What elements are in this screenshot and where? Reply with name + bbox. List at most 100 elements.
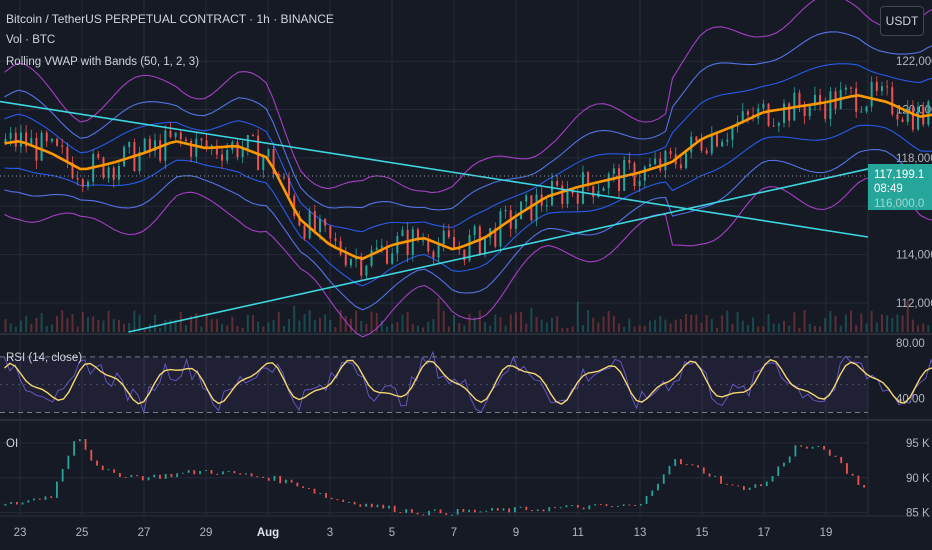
oi-candle <box>262 476 264 478</box>
oi-candle <box>107 469 110 471</box>
volume-bar <box>61 310 64 332</box>
oi-candle <box>101 465 104 471</box>
candle-body <box>535 194 538 221</box>
oi-candle <box>67 455 70 469</box>
vwap-band-line <box>4 63 932 233</box>
volume-bar <box>509 314 512 332</box>
candle-body <box>386 245 389 264</box>
oi-candle <box>445 513 448 515</box>
volume-bar <box>695 314 698 332</box>
candle-body <box>303 225 306 239</box>
candle-body <box>9 132 12 139</box>
candle-body <box>803 107 806 117</box>
volume-bar <box>102 320 105 332</box>
oi-candle <box>576 504 579 508</box>
oi-candle <box>319 493 322 495</box>
candle-body <box>380 245 383 248</box>
candle-body <box>520 201 523 220</box>
trendline-descending <box>0 100 869 238</box>
oi-legend[interactable]: OI <box>6 438 19 450</box>
oi-candle <box>279 475 282 484</box>
candle-body <box>50 138 53 142</box>
vwap-legend[interactable]: Rolling VWAP with Bands (50, 1, 2, 3) <box>6 56 200 68</box>
candle-body <box>550 181 553 206</box>
volume-bar <box>437 298 440 332</box>
covered-price-tick: 116,000.0 <box>874 197 925 210</box>
volume-bar <box>427 321 430 332</box>
oi-candle <box>187 470 190 473</box>
oi-candle <box>250 473 253 477</box>
oi-candle <box>433 509 436 511</box>
candle-body <box>19 132 22 147</box>
volume-bar <box>231 316 234 332</box>
candle-body <box>61 145 64 147</box>
oi-candle <box>817 445 820 447</box>
candle-body <box>45 132 48 142</box>
volume-bar <box>618 323 621 332</box>
oi-candle <box>159 474 161 479</box>
volume-bar <box>236 326 239 332</box>
candle-body <box>808 105 811 117</box>
candle-body <box>844 87 847 90</box>
candle-body <box>891 87 894 115</box>
volume-bar <box>891 317 894 332</box>
volume-bar <box>850 310 853 332</box>
x-tick-label: Aug <box>257 527 279 539</box>
rsi-legend[interactable]: RSI (14, close) <box>6 352 83 364</box>
volume-bar <box>700 322 703 332</box>
candle-body <box>447 230 450 238</box>
volume-bar <box>886 315 889 332</box>
oi-candle <box>754 484 757 488</box>
oi-candle <box>863 484 865 488</box>
candle-body <box>576 193 579 204</box>
volume-bar <box>123 323 126 332</box>
volume-bar <box>391 323 394 332</box>
oi-candle <box>508 508 511 513</box>
oi-candle <box>823 445 825 450</box>
oi-candle <box>33 498 35 501</box>
volume-legend[interactable]: Vol · BTC <box>6 34 56 46</box>
volume-bar <box>257 321 260 332</box>
oi-candle <box>805 446 808 449</box>
volume-bar <box>375 313 378 332</box>
oi-candle <box>370 503 373 508</box>
volume-bar <box>793 312 796 332</box>
oi-candle <box>834 455 837 457</box>
oi-candle <box>164 474 167 479</box>
volume-bar <box>432 319 435 332</box>
volume-bar <box>875 322 878 332</box>
oi-candle <box>56 481 58 498</box>
currency-button[interactable]: USDT <box>880 6 924 36</box>
oi-candle <box>15 502 18 505</box>
oi-candle <box>4 503 7 506</box>
candle-body <box>906 107 909 122</box>
countdown-timer: 08:49 <box>874 183 903 196</box>
volume-bar <box>246 314 249 332</box>
candle-body <box>927 101 930 125</box>
volume-bar <box>525 323 528 332</box>
oi-candle <box>44 496 47 500</box>
oi-candle <box>296 482 299 487</box>
oi-candle <box>388 505 390 509</box>
candle-body <box>288 177 291 196</box>
candle-body <box>581 172 584 204</box>
volume-bar <box>133 310 136 332</box>
oi-candle <box>336 499 339 501</box>
oi-candle <box>347 501 350 503</box>
volume-bar <box>45 325 48 332</box>
volume-bar <box>581 324 584 332</box>
candle-body <box>200 138 203 141</box>
oi-candle <box>136 475 138 477</box>
oi-candle <box>244 473 247 475</box>
volume-bar <box>308 310 311 332</box>
candle-body <box>221 154 224 161</box>
volume-bar <box>76 326 79 332</box>
candle-body <box>128 142 131 147</box>
oi-candle <box>210 470 213 474</box>
volume-bar <box>138 314 141 332</box>
oi-candle <box>222 471 224 475</box>
oi-candle <box>405 509 408 513</box>
oi-candle <box>702 467 705 474</box>
volume-bar <box>86 317 89 332</box>
